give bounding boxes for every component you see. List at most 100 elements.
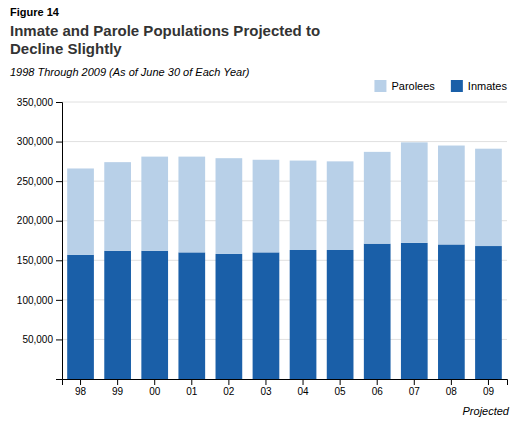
bar bbox=[216, 158, 243, 254]
legend-item: Parolees bbox=[374, 80, 435, 92]
tick: 04 bbox=[297, 379, 309, 397]
tick-label: 300,000 bbox=[17, 136, 54, 147]
tick-mark bbox=[154, 379, 155, 385]
tick-label: 100,000 bbox=[17, 295, 54, 306]
tick-mark bbox=[56, 142, 62, 143]
bar bbox=[67, 255, 94, 379]
bar bbox=[104, 251, 131, 379]
tick-mark bbox=[56, 339, 62, 340]
grid-line bbox=[62, 102, 507, 103]
x-axis: 98 99 00 01 02 03 04 05 06 07 08 09 bbox=[63, 379, 508, 397]
subtitle: 1998 Through 2009 (As of June 30 of Each… bbox=[10, 66, 250, 78]
tick-mark bbox=[56, 300, 62, 301]
tick-label: 03 bbox=[260, 386, 272, 397]
tick: 02 bbox=[223, 379, 235, 397]
tick: 350,000 bbox=[17, 97, 62, 108]
tick: 03 bbox=[260, 379, 272, 397]
plot: 50,000 100,000 150,000 200,000 250,000 300,00… bbox=[17, 97, 508, 397]
tick-mark bbox=[228, 379, 229, 385]
bar bbox=[327, 161, 354, 250]
bar bbox=[364, 152, 391, 244]
tick: 200,000 bbox=[17, 215, 62, 226]
tick: 150,000 bbox=[17, 255, 62, 266]
tick-label: 250,000 bbox=[17, 176, 54, 187]
tick: 250,000 bbox=[17, 176, 62, 187]
legend: Parolees Inmates bbox=[374, 80, 507, 92]
series bbox=[67, 142, 502, 254]
tick-mark bbox=[56, 102, 62, 103]
tick-label: 200,000 bbox=[17, 215, 54, 226]
bar bbox=[141, 157, 168, 251]
tick-mark bbox=[56, 181, 62, 182]
tick-label: 07 bbox=[409, 386, 421, 397]
bar bbox=[401, 142, 428, 243]
tick: 98 bbox=[75, 379, 87, 397]
y-axis: 50,000 100,000 150,000 200,000 250,000 300,00… bbox=[17, 97, 63, 380]
bar bbox=[104, 162, 131, 251]
tick-mark bbox=[191, 379, 192, 385]
figure-label: Figure 14 bbox=[10, 6, 60, 18]
title: Inmate and Parole Populations Projected … bbox=[10, 22, 320, 57]
bar bbox=[401, 243, 428, 379]
tick: 99 bbox=[112, 379, 124, 397]
annotation: Projected bbox=[463, 405, 510, 417]
bar bbox=[141, 251, 168, 379]
bar bbox=[327, 250, 354, 379]
tick: 05 bbox=[335, 379, 347, 397]
tick-label: 350,000 bbox=[17, 97, 54, 108]
tick: 07 bbox=[409, 379, 421, 397]
tick-mark bbox=[56, 260, 62, 261]
tick: 00 bbox=[149, 379, 161, 397]
legend-label: Inmates bbox=[468, 80, 508, 92]
tick: 50,000 bbox=[22, 334, 62, 345]
bar bbox=[216, 254, 243, 379]
tick-mark bbox=[303, 379, 304, 385]
bar bbox=[290, 161, 317, 250]
tick-label: 08 bbox=[446, 386, 458, 397]
tick-label: 06 bbox=[372, 386, 384, 397]
axis-line bbox=[63, 380, 508, 386]
tick-label: 98 bbox=[75, 386, 87, 397]
tick: 100,000 bbox=[17, 295, 62, 306]
tick-mark bbox=[56, 221, 62, 222]
tick: 09 bbox=[483, 379, 495, 397]
legend-swatch bbox=[451, 80, 463, 92]
bar bbox=[253, 160, 280, 253]
tick-label: 150,000 bbox=[17, 255, 54, 266]
tick-label: 00 bbox=[149, 386, 161, 397]
tick-label: 09 bbox=[483, 386, 495, 397]
bar bbox=[67, 168, 94, 254]
legend-swatch bbox=[374, 80, 386, 92]
tick-mark bbox=[488, 379, 489, 385]
tick-label: 05 bbox=[335, 386, 347, 397]
chart: Figure 14 Inmate and Parole Populations P… bbox=[0, 0, 519, 421]
tick: 06 bbox=[372, 379, 384, 397]
tick-label: 04 bbox=[297, 386, 309, 397]
series bbox=[67, 243, 502, 379]
bar bbox=[438, 146, 465, 245]
bar bbox=[178, 252, 205, 379]
tick-mark bbox=[340, 379, 341, 385]
tick-mark bbox=[451, 379, 452, 385]
bar bbox=[290, 250, 317, 379]
grid-line bbox=[62, 141, 507, 142]
tick-mark bbox=[117, 379, 118, 385]
tick: 300,000 bbox=[17, 136, 62, 147]
tick-mark bbox=[377, 379, 378, 385]
legend-item: Inmates bbox=[451, 80, 508, 92]
tick-label: 99 bbox=[112, 386, 124, 397]
legend-label: Parolees bbox=[391, 80, 435, 92]
tick-mark bbox=[80, 379, 81, 385]
tick-mark bbox=[414, 379, 415, 385]
axis-line bbox=[56, 103, 63, 380]
bar bbox=[438, 244, 465, 379]
bar bbox=[178, 157, 205, 253]
bar bbox=[475, 149, 502, 246]
tick: 08 bbox=[446, 379, 458, 397]
bars bbox=[67, 142, 502, 379]
bar bbox=[364, 244, 391, 379]
tick-mark bbox=[265, 379, 266, 385]
bar bbox=[253, 252, 280, 379]
tick-label: 50,000 bbox=[22, 334, 53, 345]
tick: 01 bbox=[186, 379, 198, 397]
